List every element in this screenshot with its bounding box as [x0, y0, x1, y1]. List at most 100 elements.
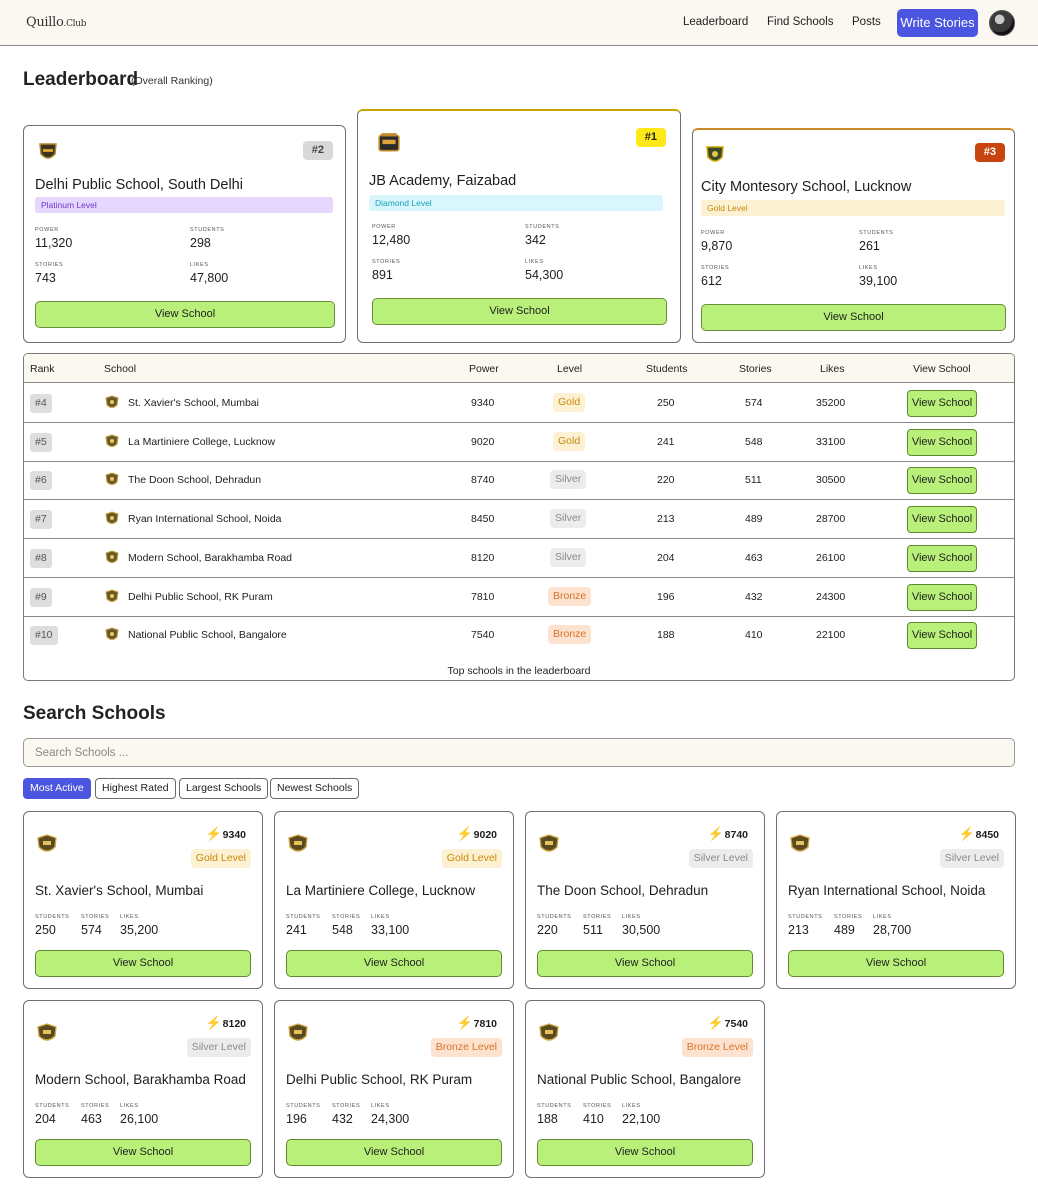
likes-value: 26100 [816, 551, 846, 564]
power-value: 8120 [471, 551, 495, 564]
school-name: City Montesory School, Lucknow [701, 179, 912, 195]
stat-label-likes: LIKES [120, 1103, 139, 1109]
stat-label-students: STUDENTS [286, 1103, 321, 1109]
view-school-button[interactable]: View School [907, 544, 977, 572]
power-value: 7540 [471, 629, 495, 642]
view-school-button[interactable]: View School [35, 301, 335, 328]
view-school-button[interactable]: View School [907, 467, 977, 495]
header-level: Level [557, 363, 583, 375]
school-name: La Martiniere College, Lucknow [286, 883, 476, 898]
stat-label-students: STUDENTS [35, 1103, 70, 1109]
power-value: 9340 [471, 397, 495, 409]
power-value: 8740 [471, 474, 495, 487]
level-badge: Bronze [548, 625, 592, 645]
view-school-button[interactable]: View School [372, 298, 667, 325]
stat-students: 188 [537, 1112, 558, 1126]
stat-label-likes: LIKES [873, 914, 892, 920]
view-school-button[interactable]: View School [907, 583, 977, 611]
stat-stories: 548 [332, 923, 353, 937]
school-name: Modern School, Barakhamba Road [35, 1072, 246, 1087]
stat-students: 220 [537, 923, 558, 937]
school-card: ⚡8450 Silver Level Ryan International Scho… [776, 811, 1016, 989]
lightning-bolt-icon: ⚡ [707, 1015, 724, 1030]
view-school-button[interactable]: View School [35, 1139, 251, 1166]
header-school: School [104, 363, 137, 375]
level-badge: Bronze Level [681, 1038, 753, 1057]
power-indicator: ⚡8740 [707, 826, 748, 841]
view-school-button[interactable]: View School [286, 1139, 502, 1166]
rank-badge: #4 [30, 394, 52, 413]
lightning-bolt-icon: ⚡ [958, 826, 975, 841]
write-stories-button[interactable]: Write Stories [897, 9, 978, 37]
students-value: 196 [657, 590, 675, 603]
school-crest-icon [706, 146, 724, 162]
stat-label-stories: STORIES [332, 914, 361, 920]
students-value: 204 [657, 551, 675, 564]
search-input[interactable] [23, 738, 1015, 767]
stat-label-likes: LIKES [622, 914, 641, 920]
view-school-button[interactable]: View School [537, 950, 753, 977]
level-badge: Silver Level [939, 849, 1004, 868]
school-crest-icon [378, 133, 400, 152]
stat-label-stories: STORIES [583, 1103, 612, 1109]
user-avatar[interactable] [989, 10, 1015, 36]
view-school-button[interactable]: View School [907, 390, 977, 417]
stat-likes: 24,300 [371, 1112, 410, 1126]
school-name: Delhi Public School, RK Puram [128, 590, 273, 603]
lightning-bolt-icon: ⚡ [456, 826, 473, 841]
school-name: St. Xavier's School, Mumbai [128, 397, 259, 409]
rank-badge: #1 [635, 128, 666, 147]
stat-stories: 463 [81, 1112, 102, 1126]
leaderboard-title: Leaderboard [23, 69, 139, 90]
rank-badge: #5 [30, 432, 52, 452]
view-school-button[interactable]: View School [701, 304, 1006, 331]
level-badge: Bronze Level [430, 1038, 502, 1057]
view-school-button[interactable]: View School [907, 428, 977, 456]
table-row: #9 Delhi Public School, RK Puram 7810 Bronz… [24, 578, 1014, 617]
view-school-button[interactable]: View School [907, 622, 977, 650]
filter-newest-schools[interactable]: Newest Schools [270, 778, 360, 799]
power-indicator: ⚡9340 [205, 826, 246, 841]
school-crest-icon [37, 834, 57, 852]
school-card: ⚡9020 Gold Level La Martiniere College, Lu… [274, 811, 514, 989]
stories-value: 574 [745, 397, 763, 409]
stat-label-power: POWER [701, 230, 725, 236]
level-badge: Silver [550, 470, 587, 490]
school-card: ⚡7810 Bronze Level Delhi Public School, RK… [274, 1000, 514, 1178]
stat-label-power: POWER [372, 224, 396, 230]
stat-label-stories: STORIES [834, 914, 863, 920]
filter-largest-schools[interactable]: Largest Schools [179, 778, 269, 799]
rankings-table: Rank School Power Level Students Stories… [23, 353, 1015, 681]
school-name: Ryan International School, Noida [788, 883, 986, 898]
school-name: Modern School, Barakhamba Road [128, 551, 293, 564]
view-school-button[interactable]: View School [35, 950, 251, 977]
power-indicator: ⚡9020 [456, 826, 497, 841]
stat-label-students: STUDENTS [35, 914, 70, 920]
school-crest-icon [37, 1023, 57, 1041]
view-school-button[interactable]: View School [537, 1139, 753, 1166]
nav-find-schools[interactable]: Find Schools [767, 16, 834, 28]
filter-highest-rated[interactable]: Highest Rated [95, 778, 176, 799]
power-value: 7810 [471, 590, 495, 603]
nav-leaderboard[interactable]: Leaderboard [683, 16, 749, 28]
view-school-button[interactable]: View School [286, 950, 502, 977]
filter-most-active[interactable]: Most Active [23, 778, 91, 799]
stat-students: 196 [286, 1112, 307, 1126]
level-badge: Silver Level [688, 849, 753, 868]
view-school-button[interactable]: View School [907, 506, 977, 534]
stat-stories: 612 [701, 274, 722, 288]
view-school-button[interactable]: View School [788, 950, 1004, 977]
stat-stories: 574 [81, 923, 102, 937]
stat-stories: 743 [35, 271, 56, 285]
stat-students: 342 [525, 233, 546, 247]
stat-label-likes: LIKES [525, 259, 544, 265]
rank-badge: #7 [30, 510, 52, 530]
podium-card-rank-1: #1 JB Academy, Faizabad Diamond Level PO… [357, 109, 681, 343]
logo[interactable]: Quillo.Club [26, 15, 87, 30]
rank-badge: #10 [30, 626, 58, 646]
school-card: ⚡9340 Gold Level St. Xavier's School, Mumb… [23, 811, 263, 989]
school-crest-icon [105, 511, 119, 525]
nav-posts[interactable]: Posts [852, 16, 881, 28]
stat-stories: 489 [834, 923, 855, 937]
stat-likes: 39,100 [859, 274, 898, 288]
